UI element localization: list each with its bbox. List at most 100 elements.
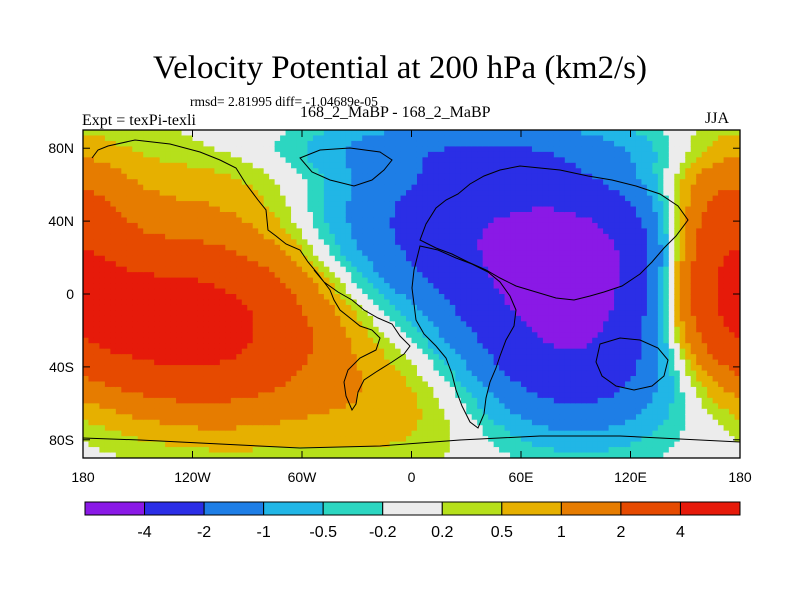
field-cell [455,321,462,328]
field-cell [236,157,243,164]
field-cell [214,321,221,328]
field-cell [88,162,95,169]
field-cell [444,354,451,361]
field-cell [427,381,434,388]
field-cell [378,146,385,153]
field-cell [356,201,363,208]
field-cell [258,376,265,383]
field-cell [165,266,172,273]
field-cell [521,239,528,246]
field-cell [493,332,500,339]
field-cell [395,452,402,458]
field-cell [411,146,418,153]
field-cell [406,397,413,404]
field-cell [83,283,90,290]
field-cell [132,441,139,448]
field-cell [367,430,374,437]
field-cell [340,452,347,458]
field-cell [247,365,254,372]
field-cell [521,222,528,229]
field-cell [367,337,374,344]
field-cell [362,370,369,377]
field-cell [203,354,210,361]
field-cell [176,392,183,399]
field-cell [444,157,451,164]
field-cell [373,376,380,383]
field-cell [340,255,347,262]
field-cell [258,359,265,366]
field-cell [395,140,402,147]
field-cell [318,272,325,279]
field-cell [252,381,259,388]
field-cell [121,392,128,399]
field-cell [285,392,292,399]
field-cell [132,261,139,268]
field-cell [329,359,336,366]
field-cell [137,365,144,372]
field-cell [323,212,330,219]
field-cell [340,403,347,410]
field-cell [477,430,484,437]
field-cell [291,130,298,137]
field-cell [93,135,101,142]
field-cell [307,184,314,191]
field-cell [406,386,413,393]
field-cell [230,403,237,410]
field-cell [531,337,539,344]
field-cell [477,386,484,393]
field-cell [291,310,298,317]
field-cell [208,310,215,317]
field-cell [285,195,292,202]
field-cell [263,315,270,322]
field-cell [154,343,161,350]
field-cell [219,419,226,426]
field-cell [159,310,166,317]
field-cell [110,288,117,295]
field-cell [203,212,210,219]
field-cell [83,201,90,208]
field-cell [274,151,281,158]
field-cell [389,162,396,169]
field-cell [176,452,183,458]
field-cell [291,277,298,284]
field-cell [170,332,177,339]
field-cell [482,283,489,290]
field-cell [521,381,528,388]
field-cell [345,140,352,147]
field-cell [165,304,172,311]
field-cell [515,146,522,153]
field-cell [515,255,522,262]
field-cell [269,168,276,175]
field-cell [208,332,215,339]
field-cell [230,173,237,180]
field-cell [274,294,281,301]
field-cell [362,157,369,164]
field-cell [93,283,101,290]
field-cell [192,386,199,393]
field-cell [302,222,309,229]
field-cell [466,288,473,295]
field-cell [99,288,106,295]
field-cell [449,179,456,186]
field-cell [477,239,484,246]
field-cell [411,419,418,426]
field-cell [137,244,144,251]
field-cell [203,294,210,301]
field-cell [93,146,101,153]
field-cell [154,250,161,257]
field-cell [192,184,199,191]
field-cell [482,146,489,153]
field-cell [466,244,473,251]
field-cell [455,140,462,147]
field-cell [187,337,194,344]
field-cell [482,228,489,235]
field-cell [143,239,150,246]
field-cell [219,233,226,240]
field-cell [241,359,248,366]
field-cell [362,228,369,235]
field-cell [99,425,106,432]
field-cell [132,222,139,229]
field-cell [165,162,172,169]
field-cell [192,173,199,180]
field-cell [460,452,467,458]
